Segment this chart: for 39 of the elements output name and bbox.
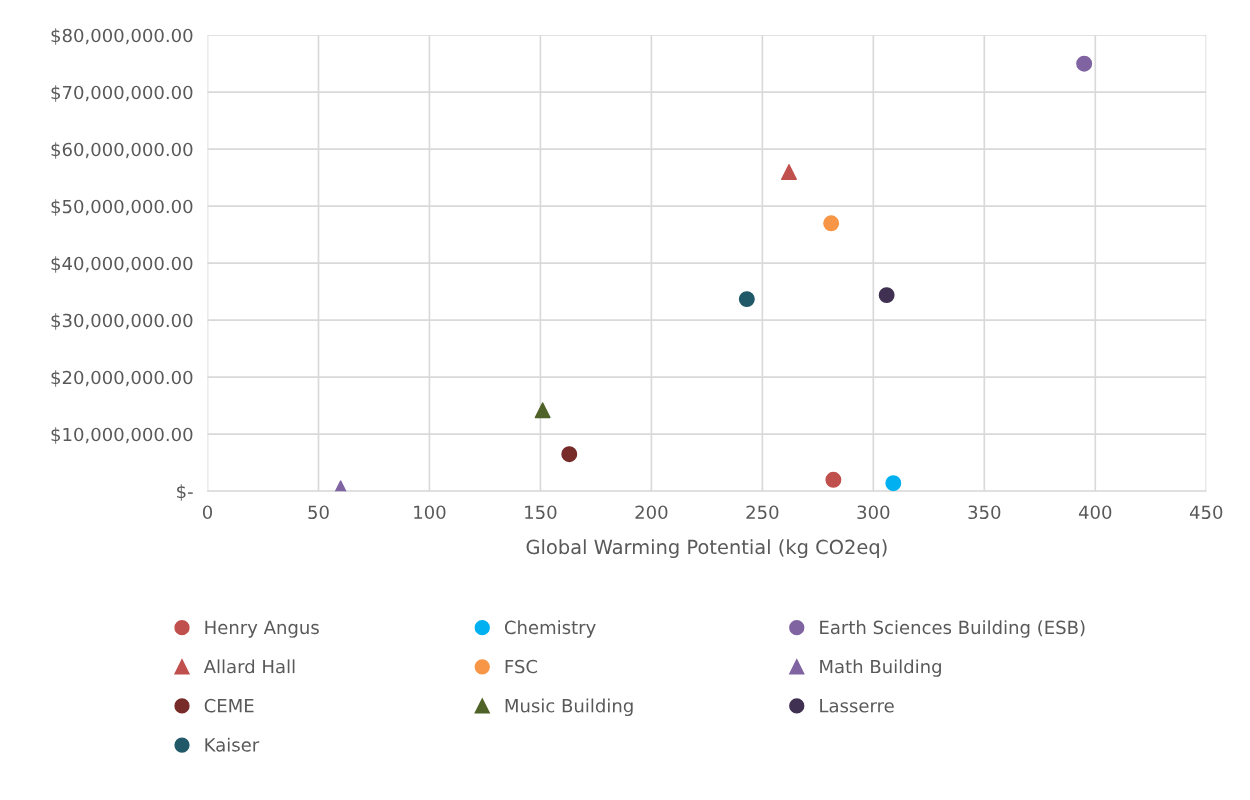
x-tick-label: 100	[414, 505, 446, 520]
legend-label: Kaiser	[205, 737, 260, 752]
x-tick-label: 350	[968, 505, 1001, 520]
legend-label: Chemistry	[504, 620, 596, 638]
x-axis-title: Global Warming Potential (kg CO2eq)	[526, 539, 887, 559]
y-tick-label: $50,000,000.00	[51, 199, 193, 216]
x-tick-label: 400	[1078, 505, 1112, 520]
point	[823, 215, 840, 232]
x-tick-label: 450	[1189, 505, 1223, 520]
y-tick-label: $20,000,000.00	[51, 370, 193, 387]
y-tick-label: $60,000,000.00	[51, 142, 193, 159]
legend-label: Henry Angus	[205, 620, 319, 638]
point	[1076, 55, 1093, 72]
x-tick-label: 300	[857, 505, 890, 520]
y-tick-label: $-	[177, 484, 193, 501]
point	[781, 164, 797, 180]
x-tick-label: 50	[308, 505, 329, 520]
x-tick-label: 150	[525, 505, 557, 520]
legend-label: Allard Hall	[203, 659, 295, 674]
point	[885, 475, 902, 492]
point	[825, 471, 842, 488]
y-tick-label: $70,000,000.00	[51, 85, 193, 102]
point	[878, 287, 895, 304]
legend-label: FSC	[505, 659, 538, 674]
y-tick-label: $40,000,000.00	[51, 256, 193, 273]
x-tick-label: 250	[746, 505, 779, 520]
legend-label: Earth Sciences Building (ESB)	[820, 620, 1085, 638]
legend-label: CEME	[204, 698, 254, 713]
legend-label: Math Building	[820, 659, 941, 677]
y-tick-label: $30,000,000.00	[51, 313, 193, 330]
x-tick-label: 0	[202, 505, 213, 520]
point	[561, 446, 578, 463]
legend-label: Lasserre	[820, 699, 894, 713]
point	[534, 402, 551, 419]
point	[738, 291, 755, 308]
x-tick-label: 200	[635, 505, 668, 520]
y-tick-label: $10,000,000.00	[51, 427, 193, 444]
legend-label: Music Building	[505, 698, 633, 717]
y-tick-label: $80,000,000.00	[51, 28, 193, 45]
